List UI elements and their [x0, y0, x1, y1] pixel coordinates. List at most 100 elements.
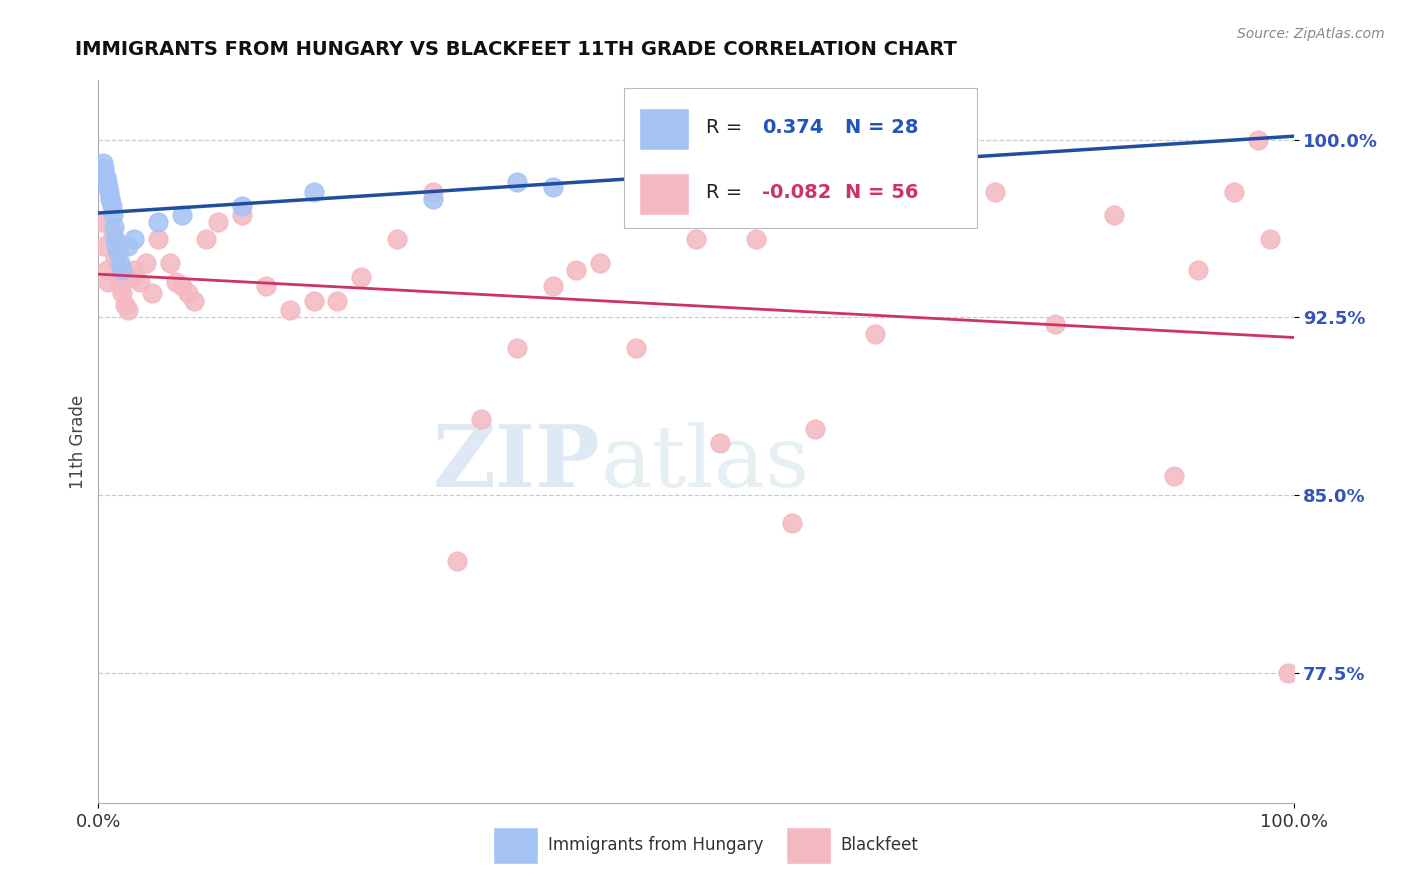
Point: [148, 215, 170, 229]
Point: [172, 279, 194, 293]
Point: [124, 232, 146, 246]
Point: [183, 293, 205, 308]
Text: R =: R =: [706, 183, 748, 202]
Point: [100, 199, 122, 213]
Point: [1247, 132, 1270, 146]
Point: [207, 215, 229, 229]
Point: [924, 208, 946, 222]
Point: [278, 303, 301, 318]
Point: [117, 239, 139, 253]
Point: [97, 180, 120, 194]
Text: N = 56: N = 56: [845, 183, 920, 202]
Point: [385, 232, 409, 246]
Point: [104, 251, 127, 265]
Point: [111, 262, 134, 277]
Point: [101, 227, 124, 242]
Point: [105, 239, 128, 253]
Point: [446, 554, 468, 568]
Point: [470, 412, 492, 426]
Point: [108, 279, 131, 293]
Point: [302, 293, 325, 308]
Point: [506, 341, 529, 355]
Text: R =: R =: [706, 118, 748, 136]
Point: [541, 279, 564, 293]
Point: [91, 163, 114, 178]
Point: [302, 185, 325, 199]
Point: [177, 286, 200, 301]
Point: [709, 435, 731, 450]
Point: [506, 175, 529, 189]
Text: IMMIGRANTS FROM HUNGARY VS BLACKFEET 11TH GRADE CORRELATION CHART: IMMIGRANTS FROM HUNGARY VS BLACKFEET 11T…: [75, 40, 956, 59]
Point: [745, 232, 768, 246]
Point: [117, 303, 139, 318]
Point: [129, 275, 152, 289]
Point: [1104, 208, 1126, 222]
Point: [541, 180, 564, 194]
Point: [94, 170, 117, 185]
Point: [1223, 185, 1246, 199]
FancyBboxPatch shape: [624, 87, 977, 228]
Point: [96, 175, 118, 189]
Point: [1163, 469, 1185, 483]
Point: [745, 161, 768, 175]
Point: [685, 232, 707, 246]
FancyBboxPatch shape: [786, 827, 831, 864]
FancyBboxPatch shape: [638, 173, 689, 215]
Point: [135, 255, 157, 269]
Point: [96, 262, 118, 277]
Point: [93, 239, 115, 253]
Y-axis label: 11th Grade: 11th Grade: [69, 394, 87, 489]
Point: [828, 152, 851, 166]
Text: Blackfeet: Blackfeet: [841, 836, 918, 854]
Point: [865, 326, 887, 341]
FancyBboxPatch shape: [638, 109, 689, 151]
Point: [780, 516, 803, 531]
Point: [565, 262, 588, 277]
Point: [114, 298, 136, 312]
Point: [98, 192, 122, 206]
Text: ZIP: ZIP: [433, 421, 600, 505]
Point: [165, 275, 187, 289]
Point: [108, 255, 131, 269]
Point: [1043, 318, 1066, 332]
Point: [231, 208, 253, 222]
Point: [91, 215, 114, 229]
Point: [107, 246, 129, 260]
Point: [172, 208, 194, 222]
Point: [231, 199, 253, 213]
Point: [1258, 232, 1281, 246]
Text: atlas: atlas: [600, 422, 810, 505]
FancyBboxPatch shape: [494, 827, 538, 864]
Point: [124, 262, 146, 277]
Point: [350, 269, 373, 284]
Point: [98, 185, 121, 199]
Point: [141, 286, 163, 301]
Text: Immigrants from Hungary: Immigrants from Hungary: [548, 836, 763, 854]
Text: Source: ZipAtlas.com: Source: ZipAtlas.com: [1237, 27, 1385, 41]
Point: [326, 293, 349, 308]
Point: [422, 185, 444, 199]
Point: [984, 185, 1007, 199]
Point: [104, 232, 127, 246]
Point: [121, 269, 143, 284]
Point: [195, 232, 218, 246]
Text: 0.374: 0.374: [762, 118, 823, 136]
Text: -0.082: -0.082: [762, 183, 831, 202]
Point: [103, 220, 125, 235]
Point: [254, 279, 277, 293]
Point: [626, 341, 648, 355]
Point: [107, 269, 129, 284]
Point: [98, 192, 122, 206]
Point: [101, 208, 124, 222]
Point: [148, 232, 170, 246]
Text: N = 28: N = 28: [845, 118, 920, 136]
Point: [1187, 262, 1209, 277]
Point: [97, 275, 120, 289]
Point: [804, 421, 827, 435]
Point: [111, 286, 134, 301]
Point: [91, 156, 114, 170]
Point: [93, 161, 115, 175]
Point: [422, 192, 444, 206]
Point: [90, 168, 112, 182]
Point: [589, 255, 612, 269]
